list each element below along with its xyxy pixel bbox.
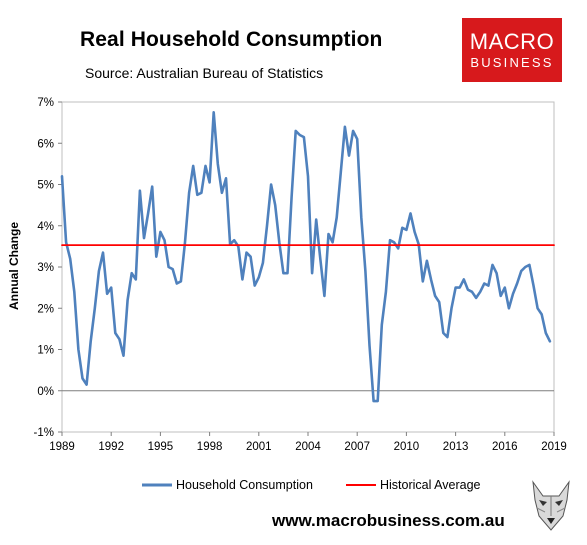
legend-label-household-consumption: Household Consumption <box>176 478 313 492</box>
y-tick-label: 3% <box>37 262 54 274</box>
series-layer <box>60 111 555 403</box>
page-title: Real Household Consumption <box>80 28 383 51</box>
y-tick-label: 1% <box>37 345 54 357</box>
logo-line-2: BUSINESS <box>470 55 554 70</box>
x-tick-label: 2016 <box>492 441 518 453</box>
macro-business-logo: MACRO BUSINESS <box>462 18 562 82</box>
x-tick-label: 2019 <box>541 441 567 453</box>
y-tick-label: -1% <box>34 427 54 439</box>
y-axis-label: Annual Change <box>7 222 21 310</box>
y-tick-label: 6% <box>37 138 54 150</box>
x-tick-label: 2010 <box>394 441 420 453</box>
source-subtitle: Source: Australian Bureau of Statistics <box>85 65 324 81</box>
legend: Household Consumption Historical Average <box>142 478 481 492</box>
y-tick-label: 4% <box>37 221 54 233</box>
y-tick-label: 2% <box>37 303 54 315</box>
logo-line-1: MACRO <box>469 29 555 54</box>
wolf-mascot-icon <box>532 480 570 531</box>
x-tick-label: 1992 <box>98 441 124 453</box>
y-tick-label: 0% <box>37 386 54 398</box>
x-tick-label: 1998 <box>197 441 223 453</box>
x-tick-label: 2004 <box>295 441 321 453</box>
series-line-household-consumption <box>60 111 552 403</box>
y-tick-label: 7% <box>37 97 54 109</box>
website-url: www.macrobusiness.com.au <box>272 511 505 530</box>
x-tick-label: 2001 <box>246 441 272 453</box>
y-tick-label: 5% <box>37 180 54 192</box>
x-tick-label: 1989 <box>49 441 75 453</box>
x-tick-label: 1995 <box>148 441 174 453</box>
x-axis: 1989 1992 1995 1998 2001 2004 2007 2010 2013 2016… <box>49 390 567 453</box>
legend-label-historical-average: Historical Average <box>380 478 481 492</box>
x-tick-label: 2013 <box>443 441 469 453</box>
x-tick-label: 2007 <box>344 441 370 453</box>
y-axis: -1% 0% 1% 2% 3% 4% 5% 6% 7% <box>34 97 62 439</box>
